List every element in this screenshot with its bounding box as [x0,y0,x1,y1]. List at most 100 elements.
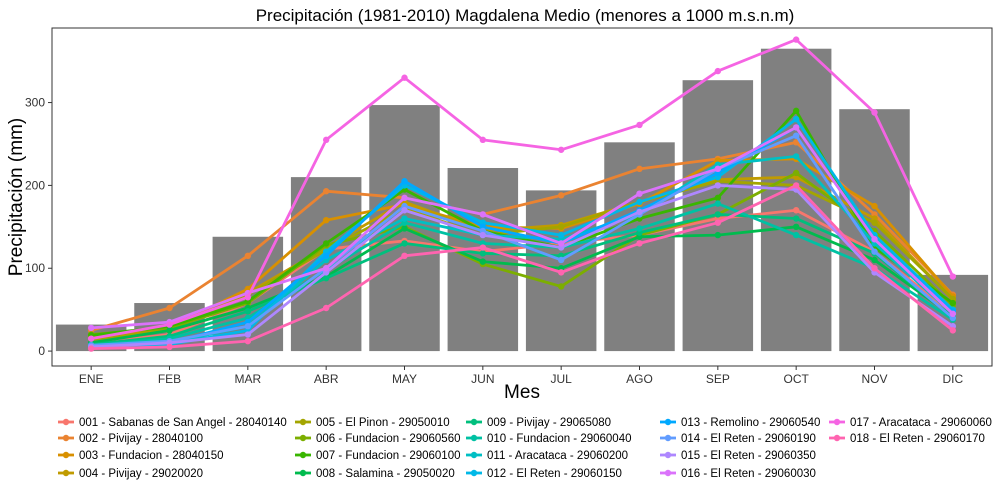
legend-item: 016 - El Reten - 29060030 [660,468,816,480]
data-point [714,165,722,173]
legend-key-point [470,469,478,477]
data-point [949,310,957,318]
legend-key-point [470,418,478,426]
series-line-18 [91,184,954,351]
legend-item: 004 - Pivijay - 29020020 [58,468,203,480]
legend-label: 017 - Aracataca - 29060060 [850,417,992,429]
x-tick-label: FEB [158,372,181,386]
legend-key-point [299,469,307,477]
series-line-17 [90,38,955,341]
data-point [244,337,252,345]
y-tick-label: 100 [25,261,45,275]
data-point [244,331,252,338]
data-point [401,252,408,260]
data-point [87,345,95,352]
data-point [401,194,408,202]
legend-key-point [62,451,70,459]
data-point [714,211,722,218]
legend-item: 006 - Fundacion - 29060560 [295,433,461,445]
data-point [87,324,95,332]
legend-item: 015 - El Reten - 29060350 [660,450,816,462]
legend-label: 016 - El Reten - 29060030 [681,468,816,480]
legend-key-point [664,469,672,477]
data-point [871,219,878,226]
legend-label: 012 - El Reten - 29060150 [487,468,622,480]
data-point [871,236,878,243]
data-point [244,252,252,260]
x-tick-label: AGO [626,372,653,386]
x-axis: ENE FEB MAR ABR MAY JUN JUL AGO SEP OCT NOV DIC [79,366,963,386]
data-point [949,273,957,280]
legend-label: 004 - Pivijay - 29020020 [79,468,203,480]
x-tick-label: MAR [234,372,261,386]
legend-item: 018 - El Reten - 29060170 [829,433,985,445]
legend-item: 007 - Fundacion - 29060100 [295,450,461,462]
data-point [871,256,878,264]
data-point [636,165,643,173]
y-axis-label: Precipitación (mm) [6,118,27,276]
data-point [714,194,722,202]
data-point [714,200,722,207]
data-point [636,190,643,197]
data-point [792,132,800,139]
data-point [792,215,800,222]
legend-label: 014 - El Reten - 29060190 [681,433,816,445]
data-point [792,223,800,231]
x-tick-label: JUN [471,372,494,386]
data-point [401,207,408,214]
data-point [322,240,330,247]
data-point [322,252,330,260]
legend-item: 001 - Sabanas de San Angel - 28040140 [58,417,287,429]
legend-key-point [664,434,672,442]
legend-key-point [833,418,841,426]
x-tick-label: MAY [392,372,417,386]
data-point [792,107,800,115]
data-point [479,211,487,218]
data-point [401,178,408,185]
data-point [557,240,565,247]
legend-label: 008 - Salamina - 29050020 [316,468,455,480]
y-axis: 0 100 200 300 [25,96,52,358]
data-point [322,136,330,144]
data-point [557,269,565,276]
data-point [401,240,408,247]
y-tick-label: 200 [25,178,45,192]
data-point [792,124,800,131]
legend-item: 012 - El Reten - 29060150 [466,468,622,480]
legend-key-point [664,418,672,426]
data-point [166,321,173,328]
data-point [479,250,487,257]
data-point [479,244,487,251]
series-lines [87,36,957,352]
legend-label: 005 - El Pinon - 29050010 [316,417,450,429]
legend-key-point [470,451,478,459]
legend-key-point [833,434,841,442]
legend-label: 015 - El Reten - 29060350 [681,450,816,462]
data-point [322,188,330,195]
x-tick-label: SEP [706,372,730,386]
data-point [792,115,800,123]
legend-label: 001 - Sabanas de San Angel - 28040140 [79,417,287,429]
legend-item: 014 - El Reten - 29060190 [660,433,816,445]
legend-label: 013 - Remolino - 29060540 [681,417,820,429]
series-18 [87,182,957,352]
data-point [714,231,722,239]
bar-oct [760,48,832,352]
legend-label: 011 - Aracataca - 29060200 [487,450,628,462]
series-line-16 [91,126,954,330]
data-point [557,283,565,290]
legend-label: 009 - Pivijay - 29065080 [487,417,611,429]
data-point [792,231,800,239]
y-tick-label: 0 [38,344,45,358]
data-point [871,109,878,116]
data-point [87,335,95,342]
series-line-14 [91,134,954,347]
data-point [636,208,643,216]
data-point [557,256,565,264]
data-point [792,182,800,189]
data-point [479,231,487,239]
series-line-6 [91,171,954,336]
legend-label: 010 - Fundacion - 29060040 [487,433,632,445]
data-point [244,294,252,301]
data-point [401,74,408,81]
